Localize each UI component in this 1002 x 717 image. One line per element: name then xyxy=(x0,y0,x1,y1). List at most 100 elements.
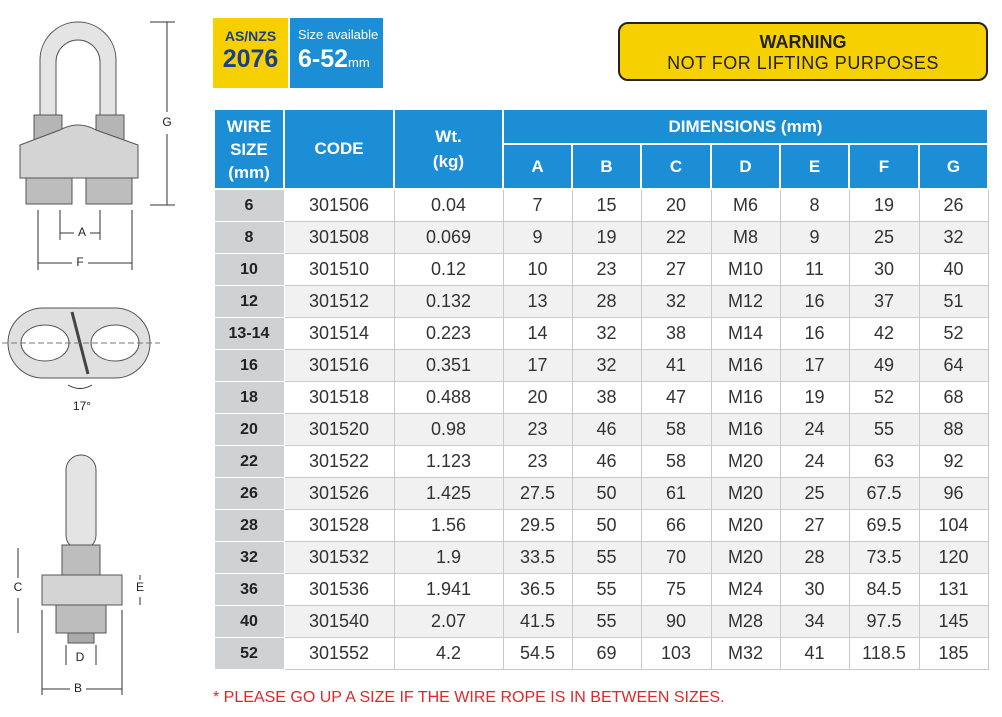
column-header: C xyxy=(640,143,712,190)
table-cell: M10 xyxy=(710,253,781,286)
table-cell: 301536 xyxy=(283,573,395,606)
diagram-label: E xyxy=(136,580,144,594)
table-cell: 301532 xyxy=(283,541,395,574)
table-cell: 0.351 xyxy=(393,349,504,382)
table-cell: 32 xyxy=(640,285,712,318)
table-cell: 38 xyxy=(571,381,642,414)
table-cell: 301552 xyxy=(283,637,395,670)
table-cell: M32 xyxy=(710,637,781,670)
table-cell: 29.5 xyxy=(502,509,573,542)
table-cell: 17 xyxy=(779,349,850,382)
table-cell: 301522 xyxy=(283,445,395,478)
wire-size-cell: 6 xyxy=(213,188,285,222)
table-cell: 52 xyxy=(848,381,920,414)
table-cell: M16 xyxy=(710,413,781,446)
table-cell: 0.98 xyxy=(393,413,504,446)
table-cell: 27 xyxy=(779,509,850,542)
table-cell: 92 xyxy=(918,445,989,478)
table-cell: 41 xyxy=(779,637,850,670)
table-row: 20 301520 0.98 23 46 58 M16 24 55 88 xyxy=(213,413,989,446)
spec-table: WIRE SIZE (mm) CODE Wt. (kg) DIMENSIONS (mm… xyxy=(213,108,989,670)
table-cell: 27.5 xyxy=(502,477,573,510)
table-cell: 118.5 xyxy=(848,637,920,670)
table-cell: 0.069 xyxy=(393,221,504,254)
table-cell: 55 xyxy=(571,541,642,574)
table-cell: 68 xyxy=(918,381,989,414)
header-text: CODE xyxy=(314,139,364,158)
table-cell: 23 xyxy=(502,413,573,446)
table-cell: 28 xyxy=(779,541,850,574)
table-cell: 55 xyxy=(571,573,642,606)
diagram-label: D xyxy=(76,650,85,664)
table-cell: 55 xyxy=(571,605,642,638)
column-header: E xyxy=(779,143,850,190)
column-header: A xyxy=(502,143,573,190)
table-cell: 46 xyxy=(571,445,642,478)
table-cell: 9 xyxy=(779,221,850,254)
diagram-label: C xyxy=(14,580,23,594)
table-cell: M20 xyxy=(710,541,781,574)
table-cell: 52 xyxy=(918,317,989,350)
table-cell: 8 xyxy=(779,188,850,222)
table-cell: 17 xyxy=(502,349,573,382)
table-cell: 20 xyxy=(640,188,712,222)
warning-title: WARNING xyxy=(759,32,847,52)
table-cell: 301540 xyxy=(283,605,395,638)
table-cell: 90 xyxy=(640,605,712,638)
wire-size-cell: 26 xyxy=(213,477,285,510)
table-cell: 24 xyxy=(779,413,850,446)
table-cell: 97.5 xyxy=(848,605,920,638)
table-cell: 50 xyxy=(571,477,642,510)
table-row: 28 301528 1.56 29.5 50 66 M20 27 69.5 104 xyxy=(213,509,989,542)
table-row: 22 301522 1.123 23 46 58 M20 24 63 92 xyxy=(213,445,989,478)
wire-size-cell: 10 xyxy=(213,253,285,286)
table-cell: 37 xyxy=(848,285,920,318)
table-cell: 96 xyxy=(918,477,989,510)
wire-size-cell: 52 xyxy=(213,637,285,670)
table-cell: 40 xyxy=(918,253,989,286)
table-cell: 1.9 xyxy=(393,541,504,574)
table-cell: 0.132 xyxy=(393,285,504,318)
warning-box: WARNING NOT FOR LIFTING PURPOSES xyxy=(618,22,988,81)
table-cell: 120 xyxy=(918,541,989,574)
table-cell: M20 xyxy=(710,477,781,510)
table-cell: 41 xyxy=(640,349,712,382)
table-cell: 25 xyxy=(779,477,850,510)
size-badge: Size available 6-52mm xyxy=(290,18,383,88)
table-cell: 32 xyxy=(571,317,642,350)
table-cell: 54.5 xyxy=(502,637,573,670)
table-cell: 50 xyxy=(571,509,642,542)
column-header: B xyxy=(571,143,642,190)
wire-size-cell: 32 xyxy=(213,541,285,574)
table-cell: 42 xyxy=(848,317,920,350)
table-cell: 14 xyxy=(502,317,573,350)
table-cell: 47 xyxy=(640,381,712,414)
table-cell: 28 xyxy=(571,285,642,318)
wire-size-cell: 18 xyxy=(213,381,285,414)
table-cell: 32 xyxy=(571,349,642,382)
table-cell: 36.5 xyxy=(502,573,573,606)
header-text: WIRE SIZE (mm) xyxy=(226,116,272,182)
table-cell: 2.07 xyxy=(393,605,504,638)
table-cell: 185 xyxy=(918,637,989,670)
table-cell: 131 xyxy=(918,573,989,606)
table-cell: 23 xyxy=(571,253,642,286)
wire-size-cell: 22 xyxy=(213,445,285,478)
table-cell: 58 xyxy=(640,445,712,478)
table-cell: 301506 xyxy=(283,188,395,222)
table-row: 16 301516 0.351 17 32 41 M16 17 49 64 xyxy=(213,349,989,382)
table-cell: M20 xyxy=(710,509,781,542)
table-cell: 7 xyxy=(502,188,573,222)
table-row: 32 301532 1.9 33.5 55 70 M20 28 73.5 120 xyxy=(213,541,989,574)
table-row: 12 301512 0.132 13 28 32 M12 16 37 51 xyxy=(213,285,989,318)
table-cell: 301518 xyxy=(283,381,395,414)
table-cell: 41.5 xyxy=(502,605,573,638)
column-header: F xyxy=(848,143,920,190)
table-cell: 103 xyxy=(640,637,712,670)
table-cell: 1.123 xyxy=(393,445,504,478)
table-row: 18 301518 0.488 20 38 47 M16 19 52 68 xyxy=(213,381,989,414)
wire-size-cell: 40 xyxy=(213,605,285,638)
diagram-label: 17° xyxy=(73,399,91,413)
diagram-label: F xyxy=(76,255,83,269)
wire-size-cell: 8 xyxy=(213,221,285,254)
